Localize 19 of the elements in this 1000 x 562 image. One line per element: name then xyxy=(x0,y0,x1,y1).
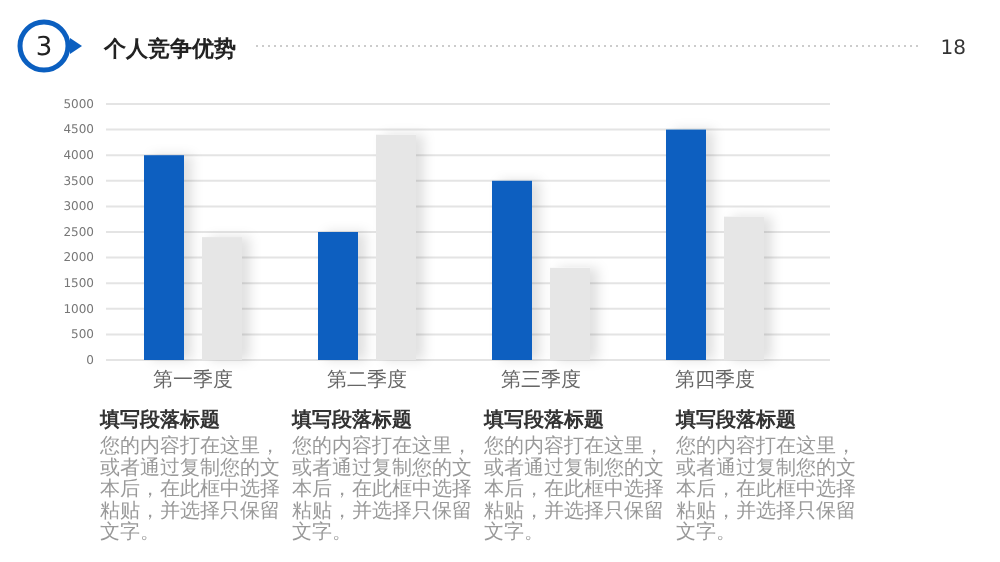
text: 您的内容打在这里，或者通过复制您的文本后，在此框中选择粘贴，并选择只保留文字。 xyxy=(674,434,856,545)
bar xyxy=(666,129,706,360)
text: 填写段落标题 xyxy=(290,408,412,432)
text: 3 xyxy=(35,33,53,63)
text: 您的内容打在这里，或者通过复制您的文本后，在此框中选择粘贴，并选择只保留文字。 xyxy=(98,434,280,545)
x-tick-label: 第一季度 xyxy=(153,368,233,392)
text: 填写段落标题 xyxy=(98,408,220,432)
text: 填写段落标题 xyxy=(482,408,604,432)
chart-title: 个人竞争优势 xyxy=(102,36,236,62)
x-tick-label: 第二季度 xyxy=(327,368,407,392)
bar xyxy=(144,155,184,360)
text: 填写段落标题 xyxy=(674,408,796,432)
text: 18 xyxy=(940,38,966,60)
text: 您的内容打在这里，或者通过复制您的文本后，在此框中选择粘贴，并选择只保留文字。 xyxy=(290,434,472,545)
text: 您的内容打在这里，或者通过复制您的文本后，在此框中选择粘贴，并选择只保留文字。 xyxy=(482,434,664,545)
bar xyxy=(318,232,358,360)
x-tick-label: 第四季度 xyxy=(675,368,755,392)
x-tick-label: 第三季度 xyxy=(501,368,581,392)
bar xyxy=(492,180,532,360)
